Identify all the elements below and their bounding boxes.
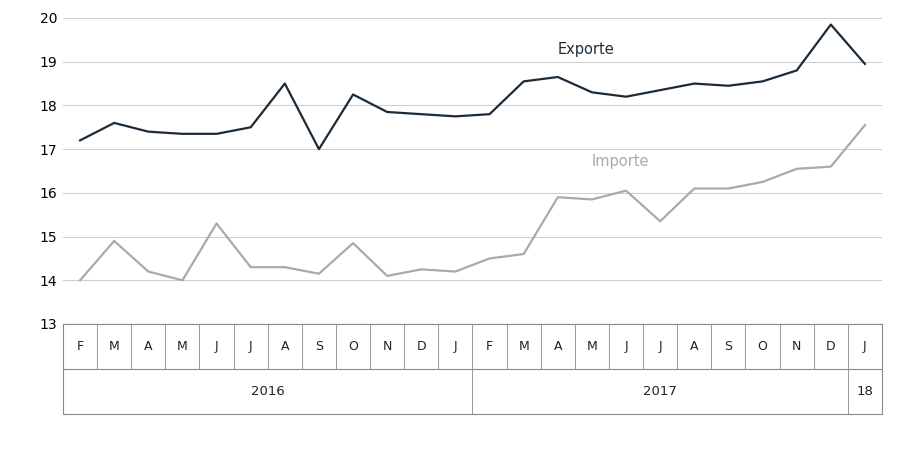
- Text: M: M: [587, 340, 598, 353]
- Text: Exporte: Exporte: [558, 42, 615, 57]
- Text: M: M: [177, 340, 188, 353]
- Text: F: F: [76, 340, 84, 353]
- Text: A: A: [554, 340, 562, 353]
- Text: F: F: [486, 340, 493, 353]
- Text: S: S: [315, 340, 323, 353]
- Text: D: D: [417, 340, 426, 353]
- Text: N: N: [382, 340, 392, 353]
- Text: A: A: [281, 340, 289, 353]
- Text: J: J: [454, 340, 457, 353]
- Text: O: O: [758, 340, 768, 353]
- Text: M: M: [518, 340, 529, 353]
- Text: J: J: [215, 340, 219, 353]
- Text: J: J: [863, 340, 867, 353]
- Text: A: A: [690, 340, 698, 353]
- Text: N: N: [792, 340, 801, 353]
- Text: 2016: 2016: [251, 385, 284, 398]
- Text: 2017: 2017: [644, 385, 677, 398]
- Text: S: S: [724, 340, 733, 353]
- Text: M: M: [109, 340, 120, 353]
- Text: Importe: Importe: [592, 154, 650, 169]
- Text: J: J: [249, 340, 253, 353]
- Text: O: O: [348, 340, 358, 353]
- Text: A: A: [144, 340, 153, 353]
- Text: D: D: [826, 340, 835, 353]
- Text: 18: 18: [857, 385, 873, 398]
- Text: J: J: [659, 340, 662, 353]
- Text: J: J: [625, 340, 628, 353]
